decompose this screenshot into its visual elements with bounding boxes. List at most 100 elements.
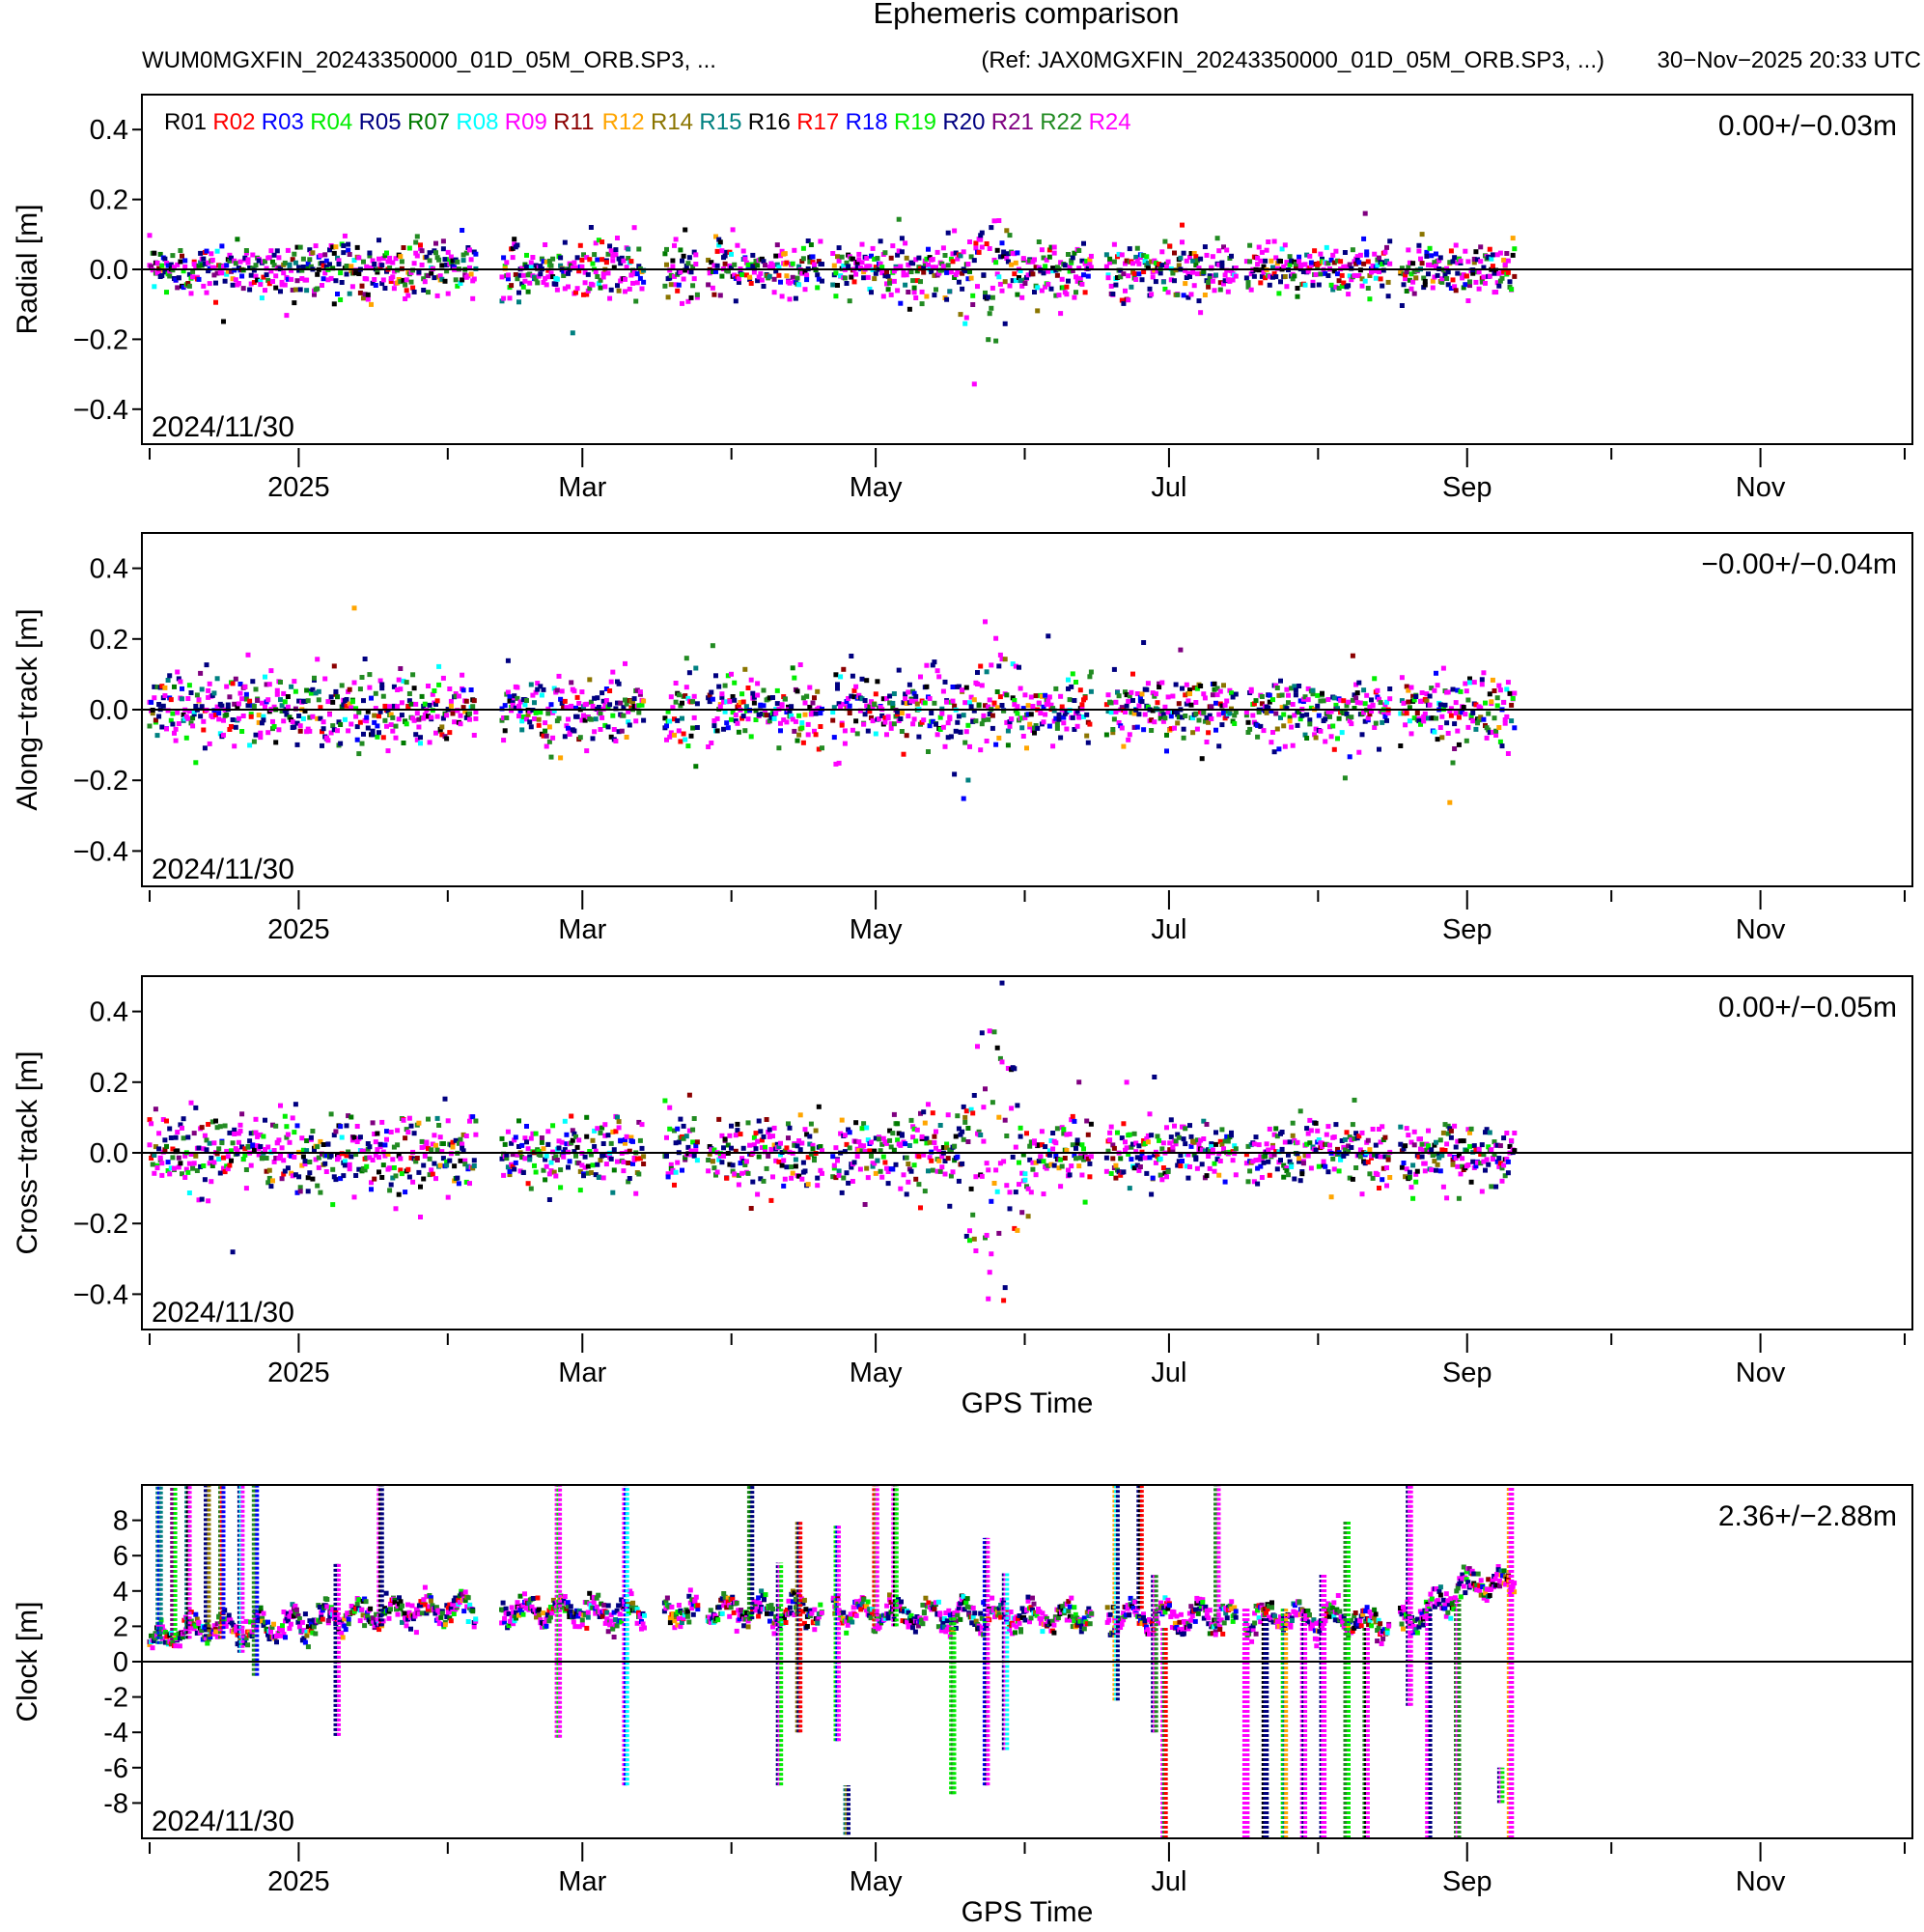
data-point	[149, 264, 154, 269]
data-point	[725, 268, 731, 274]
data-point	[1194, 726, 1200, 732]
data-point	[1233, 691, 1239, 697]
data-point	[1404, 1126, 1409, 1132]
data-point	[895, 709, 901, 714]
data-point	[593, 240, 599, 246]
data-point	[543, 1177, 548, 1183]
data-point	[213, 713, 218, 718]
data-point	[250, 1143, 256, 1149]
data-point	[387, 1165, 393, 1171]
data-point	[233, 724, 238, 730]
data-point	[259, 720, 265, 726]
data-point	[535, 681, 541, 686]
data-point	[209, 1155, 214, 1161]
data-point	[984, 1232, 990, 1238]
data-point	[993, 635, 999, 641]
data-point	[833, 294, 839, 299]
data-point	[1496, 283, 1502, 289]
data-point	[808, 1121, 814, 1127]
data-point	[1245, 1143, 1251, 1149]
data-point	[973, 240, 979, 246]
data-point	[268, 1184, 274, 1190]
data-point	[1213, 1141, 1218, 1147]
data-point	[967, 1238, 972, 1244]
data-point	[1165, 710, 1171, 715]
data-point	[387, 704, 393, 710]
data-point	[240, 714, 246, 718]
data-point	[426, 714, 431, 719]
data-point	[672, 732, 677, 738]
data-point	[1115, 1130, 1120, 1135]
data-point	[1378, 1139, 1383, 1145]
data-point	[173, 277, 179, 283]
data-point	[590, 703, 596, 709]
data-point	[1479, 279, 1485, 285]
data-point	[864, 1125, 870, 1131]
data-point	[1411, 697, 1417, 703]
data-point	[1033, 1160, 1039, 1165]
data-point	[296, 1174, 302, 1180]
data-point	[815, 1175, 821, 1181]
data-point	[1217, 688, 1223, 694]
data-point	[1435, 683, 1440, 688]
data-point	[520, 714, 526, 719]
data-point	[790, 1170, 795, 1176]
data-point	[1327, 724, 1332, 730]
data-point	[556, 1138, 562, 1144]
data-point	[673, 237, 679, 242]
data-point	[1061, 285, 1067, 291]
data-point	[372, 262, 377, 266]
data-point	[1007, 723, 1013, 729]
data-point	[853, 271, 859, 277]
data-point	[1453, 700, 1459, 706]
x-tick-label: 2025	[267, 472, 330, 503]
data-point	[550, 256, 556, 262]
data-point	[318, 715, 323, 721]
data-point	[1430, 285, 1436, 291]
data-point	[1193, 711, 1199, 716]
data-point	[450, 711, 456, 716]
data-point	[1162, 704, 1168, 710]
data-point	[242, 1146, 248, 1152]
data-point	[185, 281, 191, 286]
data-point	[349, 721, 354, 727]
data-point	[1167, 243, 1173, 249]
data-point	[1505, 269, 1511, 275]
data-point	[1287, 254, 1293, 260]
data-point	[733, 718, 739, 724]
data-point	[370, 258, 376, 264]
data-point	[1209, 716, 1214, 721]
data-point	[1367, 296, 1373, 302]
data-point	[190, 1165, 196, 1171]
data-point	[872, 256, 878, 262]
data-point	[797, 1112, 803, 1118]
data-point	[1333, 702, 1339, 708]
data-point	[1333, 1122, 1339, 1128]
data-point	[333, 688, 339, 694]
data-point	[419, 693, 425, 699]
data-point	[401, 678, 406, 684]
data-point	[1020, 256, 1026, 262]
data-point	[346, 247, 351, 253]
data-point	[1216, 743, 1222, 749]
data-point	[867, 704, 873, 710]
data-point	[440, 238, 446, 244]
data-point	[683, 737, 688, 742]
data-point	[1221, 281, 1226, 287]
data-point	[278, 1153, 283, 1159]
data-point	[1407, 260, 1412, 266]
data-point	[227, 252, 233, 258]
data-point	[1033, 265, 1039, 270]
data-point	[313, 1157, 319, 1162]
data-point	[421, 276, 427, 282]
data-point	[217, 731, 223, 737]
data-point	[590, 261, 596, 266]
data-point	[919, 719, 925, 725]
data-point	[1377, 1186, 1381, 1190]
data-point	[1490, 677, 1495, 683]
data-point	[1335, 1146, 1340, 1152]
data-point	[328, 275, 334, 281]
data-point	[1364, 692, 1370, 698]
data-point	[942, 253, 948, 258]
data-point	[1502, 720, 1508, 726]
